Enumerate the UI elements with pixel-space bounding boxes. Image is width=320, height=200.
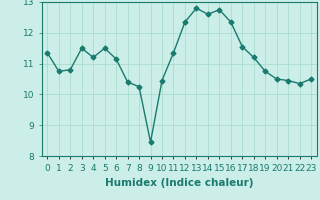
X-axis label: Humidex (Indice chaleur): Humidex (Indice chaleur) <box>105 178 253 188</box>
